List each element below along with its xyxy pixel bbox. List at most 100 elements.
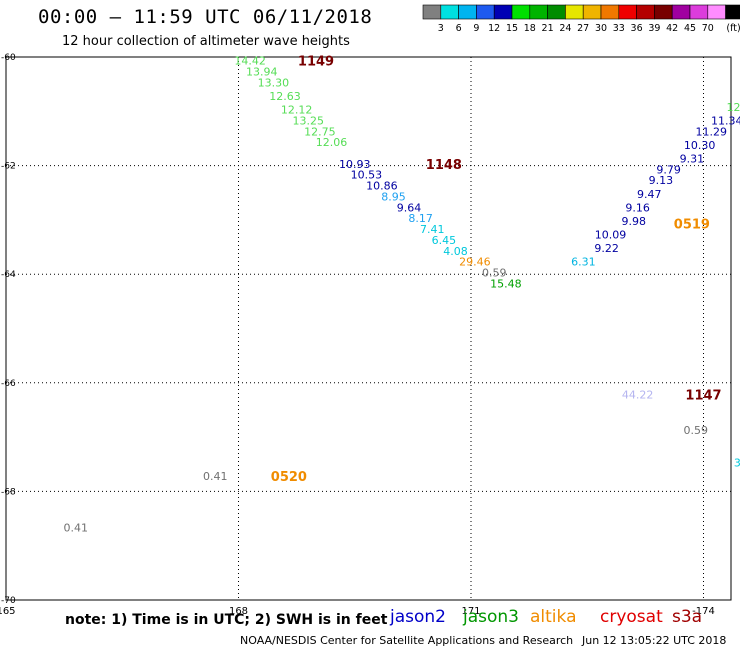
swh-value: 12.63 (269, 90, 301, 103)
y-tick-label: -60 (1, 53, 16, 63)
legend-label: 39 (648, 23, 660, 34)
legend-label: 24 (559, 23, 571, 34)
swh-value: 29.46 (459, 256, 491, 269)
satellite-jason2: jason2 (390, 607, 446, 627)
legend-label: (ft) (726, 23, 740, 34)
swh-value: 10.93 (339, 158, 371, 171)
swh-value: 44.22 (622, 389, 654, 402)
legend-label: 21 (542, 23, 554, 34)
swh-value: 10.30 (684, 139, 716, 152)
pass-time-label: 0519 (674, 218, 710, 233)
x-tick-label: 165 (0, 606, 16, 617)
plot-frame (5, 56, 732, 601)
legend-label: 15 (506, 23, 518, 34)
legend-swatch (422, 4, 442, 20)
legend-label: 27 (577, 23, 589, 34)
swh-value: 9.22 (594, 242, 619, 255)
legend-swatch (636, 4, 655, 20)
swh-value: 0.41 (203, 470, 228, 483)
swh-value: 8.95 (381, 190, 406, 203)
swh-value: 12.80 (727, 101, 740, 114)
legend-swatch (493, 4, 513, 20)
generated-timestamp: Jun 12 13:05:22 UTC 2018 (582, 634, 727, 647)
swh-value: 9.31 (680, 152, 705, 165)
y-tick-label: -62 (1, 162, 16, 172)
legend-label: 33 (613, 23, 625, 34)
swh-value: 11.29 (696, 125, 728, 138)
swh-value: 9.64 (397, 201, 422, 214)
swh-value: 9.16 (625, 201, 650, 214)
legend-swatch (654, 4, 673, 20)
units-note: note: 1) Time is in UTC; 2) SWH is in fe… (65, 612, 388, 628)
legend-swatch (618, 4, 637, 20)
legend-label: 70 (702, 23, 714, 34)
swh-value: 13.30 (258, 76, 290, 89)
swh-value: 9.79 (656, 163, 681, 176)
legend-swatch (440, 4, 459, 20)
swh-value: 9.98 (622, 215, 647, 228)
time-labels: 1149114805180519114705201146 (271, 55, 722, 485)
chart-axes: 165168171-174177-60-62-64-66-68-70 (0, 53, 715, 617)
legend-swatch (600, 4, 620, 20)
legend-label: 42 (666, 23, 678, 34)
swh-value: 6.31 (571, 256, 596, 269)
legend-swatch (725, 4, 740, 20)
swh-value: 8.17 (408, 212, 433, 225)
pass-time-label: 1147 (685, 389, 721, 404)
swh-value: 12.12 (281, 104, 313, 117)
legend-swatch (671, 4, 691, 20)
pass-time-label: 1149 (298, 55, 334, 70)
credit-line: NOAA/NESDIS Center for Satellite Applica… (240, 634, 574, 647)
swh-value: 4.08 (443, 245, 468, 258)
swh-value: 9.47 (637, 188, 662, 201)
legend-label: 9 (473, 23, 479, 34)
swh-value: 10.53 (351, 169, 383, 182)
legend-label: 30 (595, 23, 607, 34)
swh-value: 11.34 (711, 114, 740, 127)
chart-title: 00:00 – 11:59 UTC 06/11/2018 (38, 6, 373, 28)
swh-value: 14.42 (234, 55, 266, 68)
satellite-altika: altika (530, 607, 577, 627)
x-tick-label: 171 (461, 606, 480, 617)
chart-subtitle: 12 hour collection of altimeter wave hei… (62, 34, 350, 49)
legend-swatch (565, 4, 584, 20)
swh-value: 3.65 (734, 457, 740, 470)
swh-value: 0.59 (482, 266, 507, 279)
legend-swatch (582, 4, 602, 20)
legend-label: 6 (456, 23, 462, 34)
legend-swatch (547, 4, 566, 20)
legend-label: 18 (524, 23, 536, 34)
legend-label: 3 (438, 23, 444, 34)
legend-swatch (476, 4, 495, 20)
satellite-cryosat: cryosat (600, 607, 663, 627)
data-points: 14.4213.9413.3012.6312.1213.2512.7512.06… (64, 55, 740, 535)
x-tick-label: 168 (229, 606, 248, 617)
x-tick-label: -174 (692, 606, 715, 617)
swh-value: 9.13 (649, 174, 674, 187)
pass-time-label: 1148 (426, 158, 462, 173)
pass-time-label: 0520 (271, 470, 307, 485)
swh-value: 13.25 (293, 114, 325, 127)
satellite-jason3: jason3 (463, 607, 519, 627)
legend-swatch (458, 4, 477, 20)
swh-value: 12.06 (316, 136, 348, 149)
swh-value: 6.45 (432, 234, 457, 247)
legend-swatch (529, 4, 548, 20)
satellite-s3a: s3a (672, 607, 703, 627)
swh-value: 15.48 (490, 277, 522, 290)
chart-grid (5, 56, 732, 601)
legend-label: 36 (631, 23, 643, 34)
swh-value: 0.41 (64, 522, 89, 535)
y-tick-label: -70 (1, 596, 16, 606)
swh-value: 12.75 (304, 125, 336, 138)
swh-value: 0.59 (684, 424, 709, 437)
swh-value: 10.09 (595, 228, 627, 241)
legend-swatch (689, 4, 709, 20)
legend-label: 12 (488, 23, 500, 34)
legend-label: 45 (684, 23, 696, 34)
y-tick-label: -64 (1, 270, 16, 280)
y-tick-label: -66 (1, 379, 16, 389)
legend-swatch (707, 4, 726, 20)
swh-value: 7.41 (420, 223, 445, 236)
